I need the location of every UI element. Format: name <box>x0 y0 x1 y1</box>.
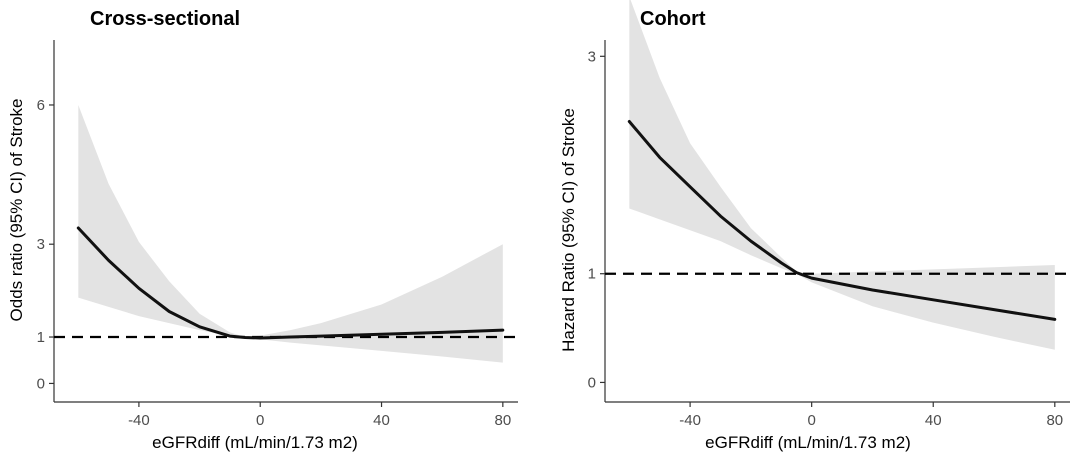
y-tick-label: 1 <box>588 266 596 283</box>
cross-sectional-panel: Cross-sectional eGFRdiff (mL/min/1.73 m2… <box>7 8 518 452</box>
y-axis-label: Odds ratio (95% CI) of Stroke <box>7 99 26 322</box>
x-axis-label: eGFRdiff (mL/min/1.73 m2) <box>705 433 911 452</box>
y-tick-label: 6 <box>37 97 45 114</box>
x-tick-label: -40 <box>679 412 701 429</box>
x-tick-label: 40 <box>373 412 390 429</box>
x-tick-label: 40 <box>925 412 942 429</box>
series-line <box>76 226 505 340</box>
x-tick-label: -40 <box>128 412 150 429</box>
y-tick-label: 3 <box>37 236 45 253</box>
y-axis-label: Hazard Ratio (95% CI) of Stroke <box>559 108 578 352</box>
y-tick-label: 3 <box>588 48 596 65</box>
y-tick-label: 0 <box>37 375 45 392</box>
cross-sectional-title: Cross-sectional <box>90 8 240 30</box>
y-tick-label: 0 <box>588 374 596 391</box>
x-tick-label: 0 <box>807 412 815 429</box>
x-axis-label: eGFRdiff (mL/min/1.73 m2) <box>152 433 358 452</box>
confidence-band <box>78 105 503 363</box>
cohort-title: Cohort <box>640 8 706 30</box>
x-tick-label: 0 <box>256 412 264 429</box>
x-tick-label: 80 <box>1046 412 1063 429</box>
cohort-panel: Cohort eGFRdiff (mL/min/1.73 m2) Hazard … <box>559 0 1070 452</box>
series-line <box>627 120 1057 321</box>
x-tick-label: 80 <box>494 412 511 429</box>
confidence-band <box>629 0 1055 350</box>
y-tick-label: 1 <box>37 329 45 346</box>
